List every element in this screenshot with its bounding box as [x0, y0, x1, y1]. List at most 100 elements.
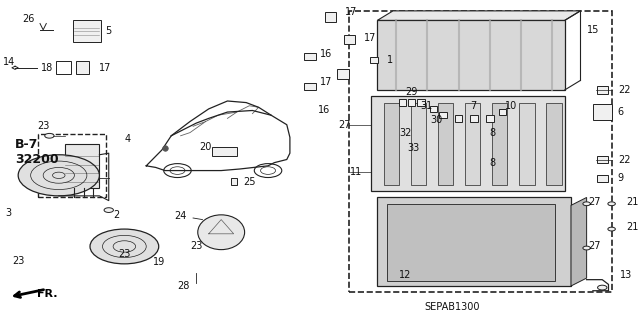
Bar [304, 53, 316, 60]
Bar [596, 156, 608, 163]
Text: SEPAB1300: SEPAB1300 [424, 301, 480, 312]
Bar [417, 100, 425, 106]
Text: 28: 28 [177, 281, 190, 291]
Bar [486, 115, 493, 122]
Text: 22: 22 [618, 154, 630, 165]
Text: 10: 10 [506, 101, 518, 111]
Circle shape [18, 155, 99, 196]
Bar [349, 11, 612, 292]
Text: 26: 26 [22, 14, 35, 24]
Text: 11: 11 [350, 167, 362, 177]
Text: 30: 30 [431, 115, 443, 125]
Text: 27: 27 [589, 241, 601, 251]
Bar [470, 115, 478, 122]
Bar [387, 204, 556, 281]
Text: 5: 5 [106, 26, 112, 36]
Bar [38, 134, 106, 197]
Text: 21: 21 [626, 197, 638, 207]
Bar [455, 115, 462, 122]
Text: 23: 23 [37, 122, 49, 131]
Bar [371, 57, 378, 63]
Text: 17: 17 [364, 33, 376, 43]
Text: 4: 4 [124, 134, 131, 144]
Bar [76, 62, 89, 74]
Text: 27: 27 [339, 120, 351, 130]
Text: B-7
32200: B-7 32200 [15, 137, 59, 166]
Bar [596, 174, 608, 182]
Bar [430, 106, 437, 112]
Text: 16: 16 [318, 106, 330, 115]
Bar [212, 147, 237, 156]
Circle shape [104, 208, 113, 212]
FancyBboxPatch shape [378, 20, 564, 90]
Text: 21: 21 [626, 222, 638, 233]
Text: 6: 6 [618, 107, 624, 117]
Bar [439, 112, 447, 118]
Bar [593, 104, 612, 120]
Text: 17: 17 [99, 63, 112, 73]
Polygon shape [378, 11, 580, 20]
Text: 19: 19 [152, 257, 164, 267]
Text: 23: 23 [190, 241, 202, 251]
Text: 20: 20 [200, 143, 212, 152]
Text: 33: 33 [407, 144, 420, 153]
Text: 18: 18 [42, 63, 54, 73]
Text: 1: 1 [387, 55, 393, 65]
Bar [65, 144, 99, 188]
Bar [304, 83, 316, 90]
Circle shape [164, 164, 191, 178]
Bar [546, 103, 562, 185]
Bar [230, 178, 237, 185]
Bar [399, 100, 406, 106]
Circle shape [583, 246, 590, 250]
Bar [383, 103, 399, 185]
Text: 17: 17 [345, 7, 357, 18]
Text: 32: 32 [399, 128, 412, 137]
Circle shape [608, 227, 615, 231]
Text: 17: 17 [320, 77, 332, 87]
Text: 8: 8 [490, 128, 496, 137]
Text: 31: 31 [420, 101, 432, 111]
Text: 2: 2 [114, 210, 120, 220]
Text: 15: 15 [587, 25, 599, 35]
Text: FR.: FR. [37, 289, 58, 299]
Text: 25: 25 [243, 177, 255, 187]
Polygon shape [571, 197, 587, 286]
Text: 13: 13 [620, 270, 632, 280]
Text: 7: 7 [470, 101, 476, 111]
Bar [408, 100, 415, 106]
Text: 16: 16 [320, 48, 332, 59]
Bar [378, 197, 571, 286]
Text: 23: 23 [118, 249, 131, 259]
Text: 27: 27 [589, 197, 601, 207]
Text: 9: 9 [618, 174, 624, 183]
Circle shape [598, 285, 607, 290]
Bar [438, 103, 453, 185]
Text: 24: 24 [175, 211, 187, 221]
Bar [596, 86, 608, 94]
Bar [56, 62, 71, 74]
Bar [519, 103, 534, 185]
Circle shape [90, 229, 159, 264]
Bar [499, 109, 506, 115]
Text: 3: 3 [6, 208, 12, 218]
Bar [492, 103, 508, 185]
Text: 22: 22 [618, 85, 630, 95]
Text: 29: 29 [406, 86, 418, 97]
Bar [371, 96, 564, 191]
Circle shape [254, 164, 282, 178]
Circle shape [608, 202, 615, 206]
Circle shape [45, 133, 54, 138]
Text: 23: 23 [12, 256, 24, 266]
Text: 14: 14 [3, 57, 15, 67]
Bar [344, 34, 355, 44]
Bar [73, 20, 101, 42]
Text: 8: 8 [490, 158, 496, 168]
Bar [337, 69, 349, 79]
Bar [325, 12, 336, 22]
Bar [465, 103, 481, 185]
Text: 12: 12 [399, 270, 412, 280]
Bar [411, 103, 426, 185]
Circle shape [583, 202, 590, 206]
Ellipse shape [198, 215, 244, 250]
